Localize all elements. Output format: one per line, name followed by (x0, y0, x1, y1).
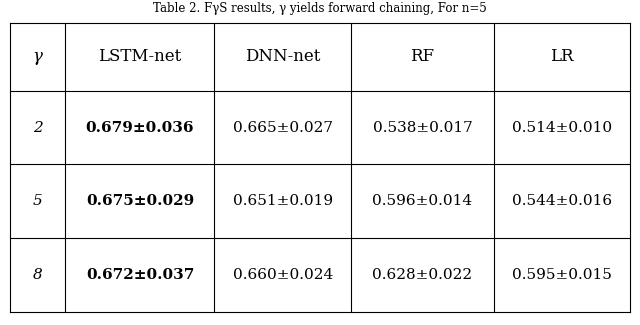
Text: γ: γ (33, 48, 42, 65)
Text: LR: LR (550, 48, 574, 65)
Text: LSTM-net: LSTM-net (99, 48, 182, 65)
Text: 0.675±0.029: 0.675±0.029 (86, 194, 194, 208)
Text: Table 2. FγS results, γ yields forward chaining, For n=5: Table 2. FγS results, γ yields forward c… (153, 2, 487, 15)
Text: 0.628±0.022: 0.628±0.022 (372, 268, 472, 282)
Text: 0.651±0.019: 0.651±0.019 (233, 194, 333, 208)
Text: 0.672±0.037: 0.672±0.037 (86, 268, 194, 282)
Text: 0.596±0.014: 0.596±0.014 (372, 194, 472, 208)
Text: 0.660±0.024: 0.660±0.024 (232, 268, 333, 282)
Text: 0.544±0.016: 0.544±0.016 (512, 194, 612, 208)
Text: 8: 8 (33, 268, 42, 282)
Text: 0.595±0.015: 0.595±0.015 (512, 268, 612, 282)
Text: 0.514±0.010: 0.514±0.010 (512, 121, 612, 135)
Text: DNN-net: DNN-net (245, 48, 321, 65)
Text: 0.679±0.036: 0.679±0.036 (86, 121, 194, 135)
Text: 2: 2 (33, 121, 42, 135)
Text: RF: RF (410, 48, 435, 65)
Text: 0.665±0.027: 0.665±0.027 (233, 121, 333, 135)
Text: 5: 5 (33, 194, 42, 208)
Text: 0.538±0.017: 0.538±0.017 (372, 121, 472, 135)
